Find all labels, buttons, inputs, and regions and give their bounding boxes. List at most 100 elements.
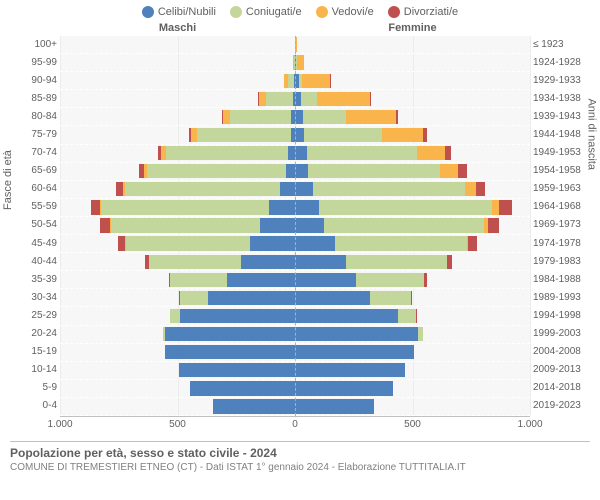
x-tick-label: 1.000 — [47, 419, 72, 430]
male-bar-container: 85-89 — [60, 90, 295, 107]
male-bar — [179, 363, 295, 377]
age-label: 35-39 — [15, 275, 57, 285]
bar-segment — [180, 309, 295, 323]
bar-segment — [230, 110, 291, 124]
male-bar-container: 30-34 — [60, 289, 295, 306]
female-bar — [295, 74, 331, 88]
bar-segment — [286, 164, 295, 178]
male-bar — [222, 110, 295, 124]
gridline — [530, 36, 531, 416]
birth-label: 1969-1973 — [533, 220, 595, 230]
bar-segment — [418, 327, 422, 341]
bar-segment — [307, 146, 417, 160]
bar-segment — [317, 92, 370, 106]
legend-item: Vedovi/e — [316, 6, 374, 18]
male-bar — [163, 327, 295, 341]
birth-label: 1939-1943 — [533, 112, 595, 122]
female-bar — [295, 291, 413, 305]
footer: Popolazione per età, sesso e stato civil… — [0, 437, 600, 473]
bar-segment — [213, 399, 295, 413]
male-bar — [116, 182, 295, 196]
bar-segment — [308, 164, 440, 178]
age-label: 70-74 — [15, 148, 57, 158]
birth-label: 2004-2008 — [533, 347, 595, 357]
female-bar — [295, 345, 414, 359]
female-bar — [295, 128, 427, 142]
female-bar — [295, 146, 451, 160]
bar-segment — [297, 55, 304, 69]
bar-segment — [356, 273, 424, 287]
male-bar-container: 5-9 — [60, 380, 295, 397]
male-bar-container: 20-24 — [60, 326, 295, 343]
birth-label: 1949-1953 — [533, 148, 595, 158]
birth-label: 1959-1963 — [533, 184, 595, 194]
bar-segment — [190, 381, 295, 395]
female-bar — [295, 363, 405, 377]
bar-segment — [440, 164, 459, 178]
female-bar-container: 1944-1948 — [295, 126, 530, 143]
x-tick-label: 500 — [169, 419, 186, 430]
age-label: 40-44 — [15, 257, 57, 267]
male-bar — [118, 236, 295, 250]
bar-segment — [227, 273, 295, 287]
male-bar-container: 100+ — [60, 36, 295, 53]
male-bar-container: 35-39 — [60, 271, 295, 288]
age-label: 60-64 — [15, 184, 57, 194]
bar-segment — [424, 273, 427, 287]
female-bar-container: 1994-1998 — [295, 307, 530, 324]
bar-segment — [295, 236, 335, 250]
male-bar-container: 40-44 — [60, 253, 295, 270]
age-label: 100+ — [15, 40, 57, 50]
bar-segment — [476, 182, 485, 196]
legend-swatch — [316, 6, 328, 18]
bar-segment — [346, 255, 447, 269]
female-bar-container: 1959-1963 — [295, 181, 530, 198]
male-bar-container: 45-49 — [60, 235, 295, 252]
x-tick-label: 1.000 — [517, 419, 542, 430]
female-bar — [295, 309, 416, 323]
legend-swatch — [142, 6, 154, 18]
female-bar-container: 2004-2008 — [295, 344, 530, 361]
bar-segment — [250, 236, 295, 250]
age-label: 20-24 — [15, 329, 57, 339]
bar-segment — [269, 200, 295, 214]
y-axis-left-title: Fasce di età — [2, 150, 14, 210]
bar-segment — [295, 399, 374, 413]
age-label: 10-14 — [15, 365, 57, 375]
bar-segment — [302, 74, 330, 88]
female-bar — [295, 92, 371, 106]
birth-label: 1954-1958 — [533, 166, 595, 176]
legend-item: Divorziati/e — [388, 6, 458, 18]
bar-segment — [370, 92, 371, 106]
age-label: 95-99 — [15, 58, 57, 68]
male-bar — [91, 200, 295, 214]
bar-segment — [170, 309, 179, 323]
birth-label: 1994-1998 — [533, 311, 595, 321]
bar-segment — [313, 182, 466, 196]
legend-swatch — [388, 6, 400, 18]
bar-segment — [116, 182, 123, 196]
age-label: 0-4 — [15, 401, 57, 411]
center-axis-line — [295, 36, 296, 416]
male-bar — [139, 164, 295, 178]
bar-segment — [303, 110, 345, 124]
birth-label: 1929-1933 — [533, 76, 595, 86]
female-bar — [295, 218, 499, 232]
female-bar — [295, 164, 467, 178]
male-bar-container: 90-94 — [60, 72, 295, 89]
bar-segment — [241, 255, 295, 269]
birth-label: 1989-1993 — [533, 293, 595, 303]
female-bar — [295, 200, 512, 214]
male-bar — [284, 74, 295, 88]
male-bar-container: 15-19 — [60, 344, 295, 361]
birth-label: 1944-1948 — [533, 130, 595, 140]
age-label: 45-49 — [15, 239, 57, 249]
legend-label: Coniugati/e — [246, 6, 302, 18]
female-bar-container: 1999-2003 — [295, 326, 530, 343]
bar-segment — [149, 255, 241, 269]
header-female: Femmine — [295, 22, 530, 34]
birth-label: 1974-1978 — [533, 239, 595, 249]
female-bar-container: 1984-1988 — [295, 271, 530, 288]
birth-label: 1984-1988 — [533, 275, 595, 285]
birth-label: 1924-1928 — [533, 58, 595, 68]
